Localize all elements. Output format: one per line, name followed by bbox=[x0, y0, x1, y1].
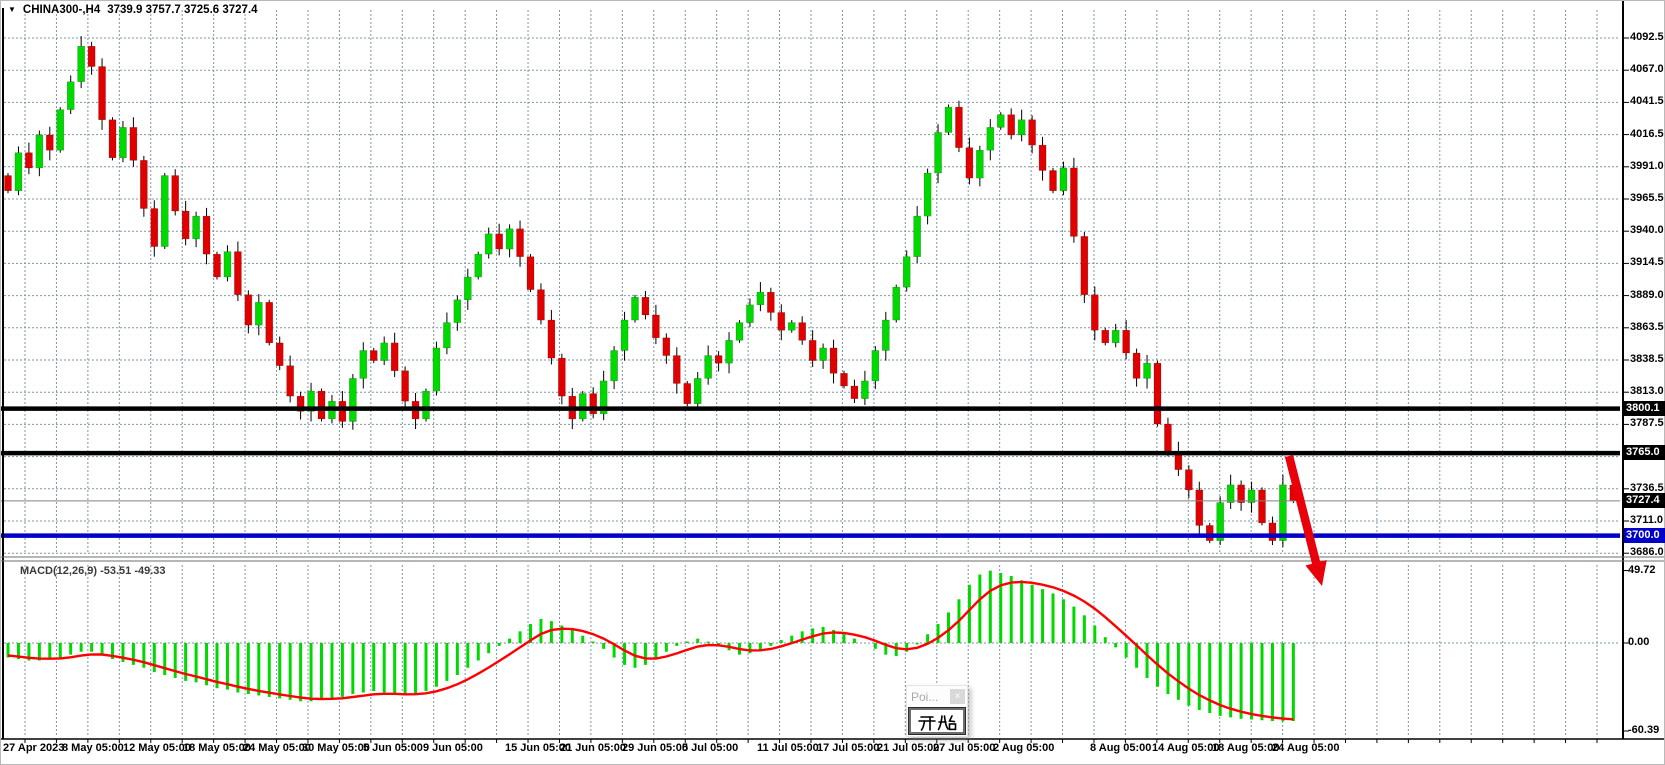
time-axis-label: 14 Aug 05:00 bbox=[1152, 742, 1220, 754]
macd-signal-line bbox=[7, 580, 1294, 721]
price-axis-label: 3991.0 bbox=[1630, 159, 1664, 172]
popup-start-button[interactable] bbox=[908, 707, 966, 735]
symbol-period-label: CHINA300-,H4 bbox=[22, 4, 101, 16]
price-level-badge: 3700.0 bbox=[1624, 527, 1665, 543]
price-axis-label: 3686.0 bbox=[1630, 546, 1664, 559]
time-axis-label: 24 May 05:00 bbox=[243, 742, 311, 754]
time-axis-label: 8 Aug 05:00 bbox=[1090, 742, 1152, 754]
time-axis-label: 17 Jul 05:00 bbox=[817, 742, 880, 754]
price-axis-label: 3914.5 bbox=[1630, 256, 1664, 269]
price-axis-label: 4092.5 bbox=[1630, 31, 1664, 43]
price-axis-label: 3813.0 bbox=[1630, 385, 1664, 398]
symbol-dropdown-icon[interactable]: ▼ bbox=[8, 4, 16, 14]
time-axis-label: 18 Aug 05:00 bbox=[1212, 742, 1280, 754]
time-axis-label: 27 Jul 05:00 bbox=[933, 742, 996, 754]
level-lines[interactable] bbox=[0, 406, 1620, 538]
macd-axis-label: 0.00 bbox=[1628, 636, 1650, 648]
price-axis-label: 3711.0 bbox=[1630, 514, 1664, 526]
price-axis-label: 3736.5 bbox=[1630, 481, 1664, 494]
time-axis-label: 29 Jun 05:00 bbox=[622, 742, 689, 754]
popup-close-icon[interactable]: × bbox=[950, 689, 965, 704]
macd-axis-label: 49.72 bbox=[1628, 563, 1656, 576]
start-button-glyphs bbox=[918, 715, 957, 731]
price-axis-label: 4016.5 bbox=[1630, 127, 1664, 140]
time-axis-label: 27 Apr 2023 bbox=[3, 742, 65, 754]
time-axis-label: 18 May 05:00 bbox=[183, 742, 251, 754]
time-axis-label: 9 Jun 05:00 bbox=[423, 742, 483, 754]
time-axis-label: 21 Jul 05:00 bbox=[877, 742, 940, 754]
candle-bodies bbox=[4, 45, 1298, 541]
time-axis-label: 15 Jun 05:00 bbox=[505, 742, 572, 754]
time-axis-label: 12 May 05:00 bbox=[123, 742, 191, 754]
price-level-badge: 3765.0 bbox=[1624, 445, 1665, 461]
price-axis-label: 3940.0 bbox=[1630, 224, 1664, 237]
price-axis-label: 3787.5 bbox=[1630, 417, 1664, 430]
price-axis-label: 3965.5 bbox=[1630, 192, 1664, 204]
popup-dialog: Poi... × bbox=[906, 685, 968, 737]
price-axis-label: 3863.5 bbox=[1630, 320, 1664, 333]
macd-indicator-label: MACD(12,26,9) -53.51 -49.33 bbox=[20, 565, 166, 577]
chart-title-bar: ▼ CHINA300-,H4 3739.9 3757.7 3725.6 3727… bbox=[8, 4, 258, 16]
price-level-badge: 3727.4 bbox=[1624, 492, 1665, 508]
popup-title: Poi... bbox=[911, 690, 939, 704]
time-axis-label: 11 Jul 05:00 bbox=[757, 742, 819, 754]
time-axis-label: 21 Jun 05:00 bbox=[560, 742, 627, 754]
price-axis-label: 4041.5 bbox=[1630, 95, 1664, 108]
arrow-annotation[interactable] bbox=[1284, 454, 1327, 586]
ohlc-values: 3739.9 3757.7 3725.6 3727.4 bbox=[107, 4, 258, 16]
price-axis-label: 4067.0 bbox=[1630, 63, 1664, 76]
time-axis-label: 5 Jun 05:00 bbox=[363, 742, 423, 754]
axis-ticks bbox=[24, 37, 1629, 743]
time-axis-label: 8 May 05:00 bbox=[62, 742, 124, 754]
gridlines bbox=[4, 10, 1620, 737]
price-axis-label: 3889.0 bbox=[1630, 288, 1664, 301]
time-axis-label: 30 May 05:00 bbox=[302, 742, 370, 754]
price-level-badge: 3800.1 bbox=[1624, 400, 1665, 416]
popup-header: Poi... × bbox=[907, 686, 967, 708]
time-axis-label: 5 Jul 05:00 bbox=[682, 742, 739, 754]
candle-wicks bbox=[7, 36, 1294, 547]
time-axis-label: 24 Aug 05:00 bbox=[1272, 742, 1340, 754]
price-axis-label: 3838.5 bbox=[1630, 353, 1664, 365]
macd-histogram bbox=[6, 570, 1295, 722]
time-axis-label: 2 Aug 05:00 bbox=[993, 742, 1055, 754]
macd-axis-label: -60.39 bbox=[1628, 724, 1660, 736]
